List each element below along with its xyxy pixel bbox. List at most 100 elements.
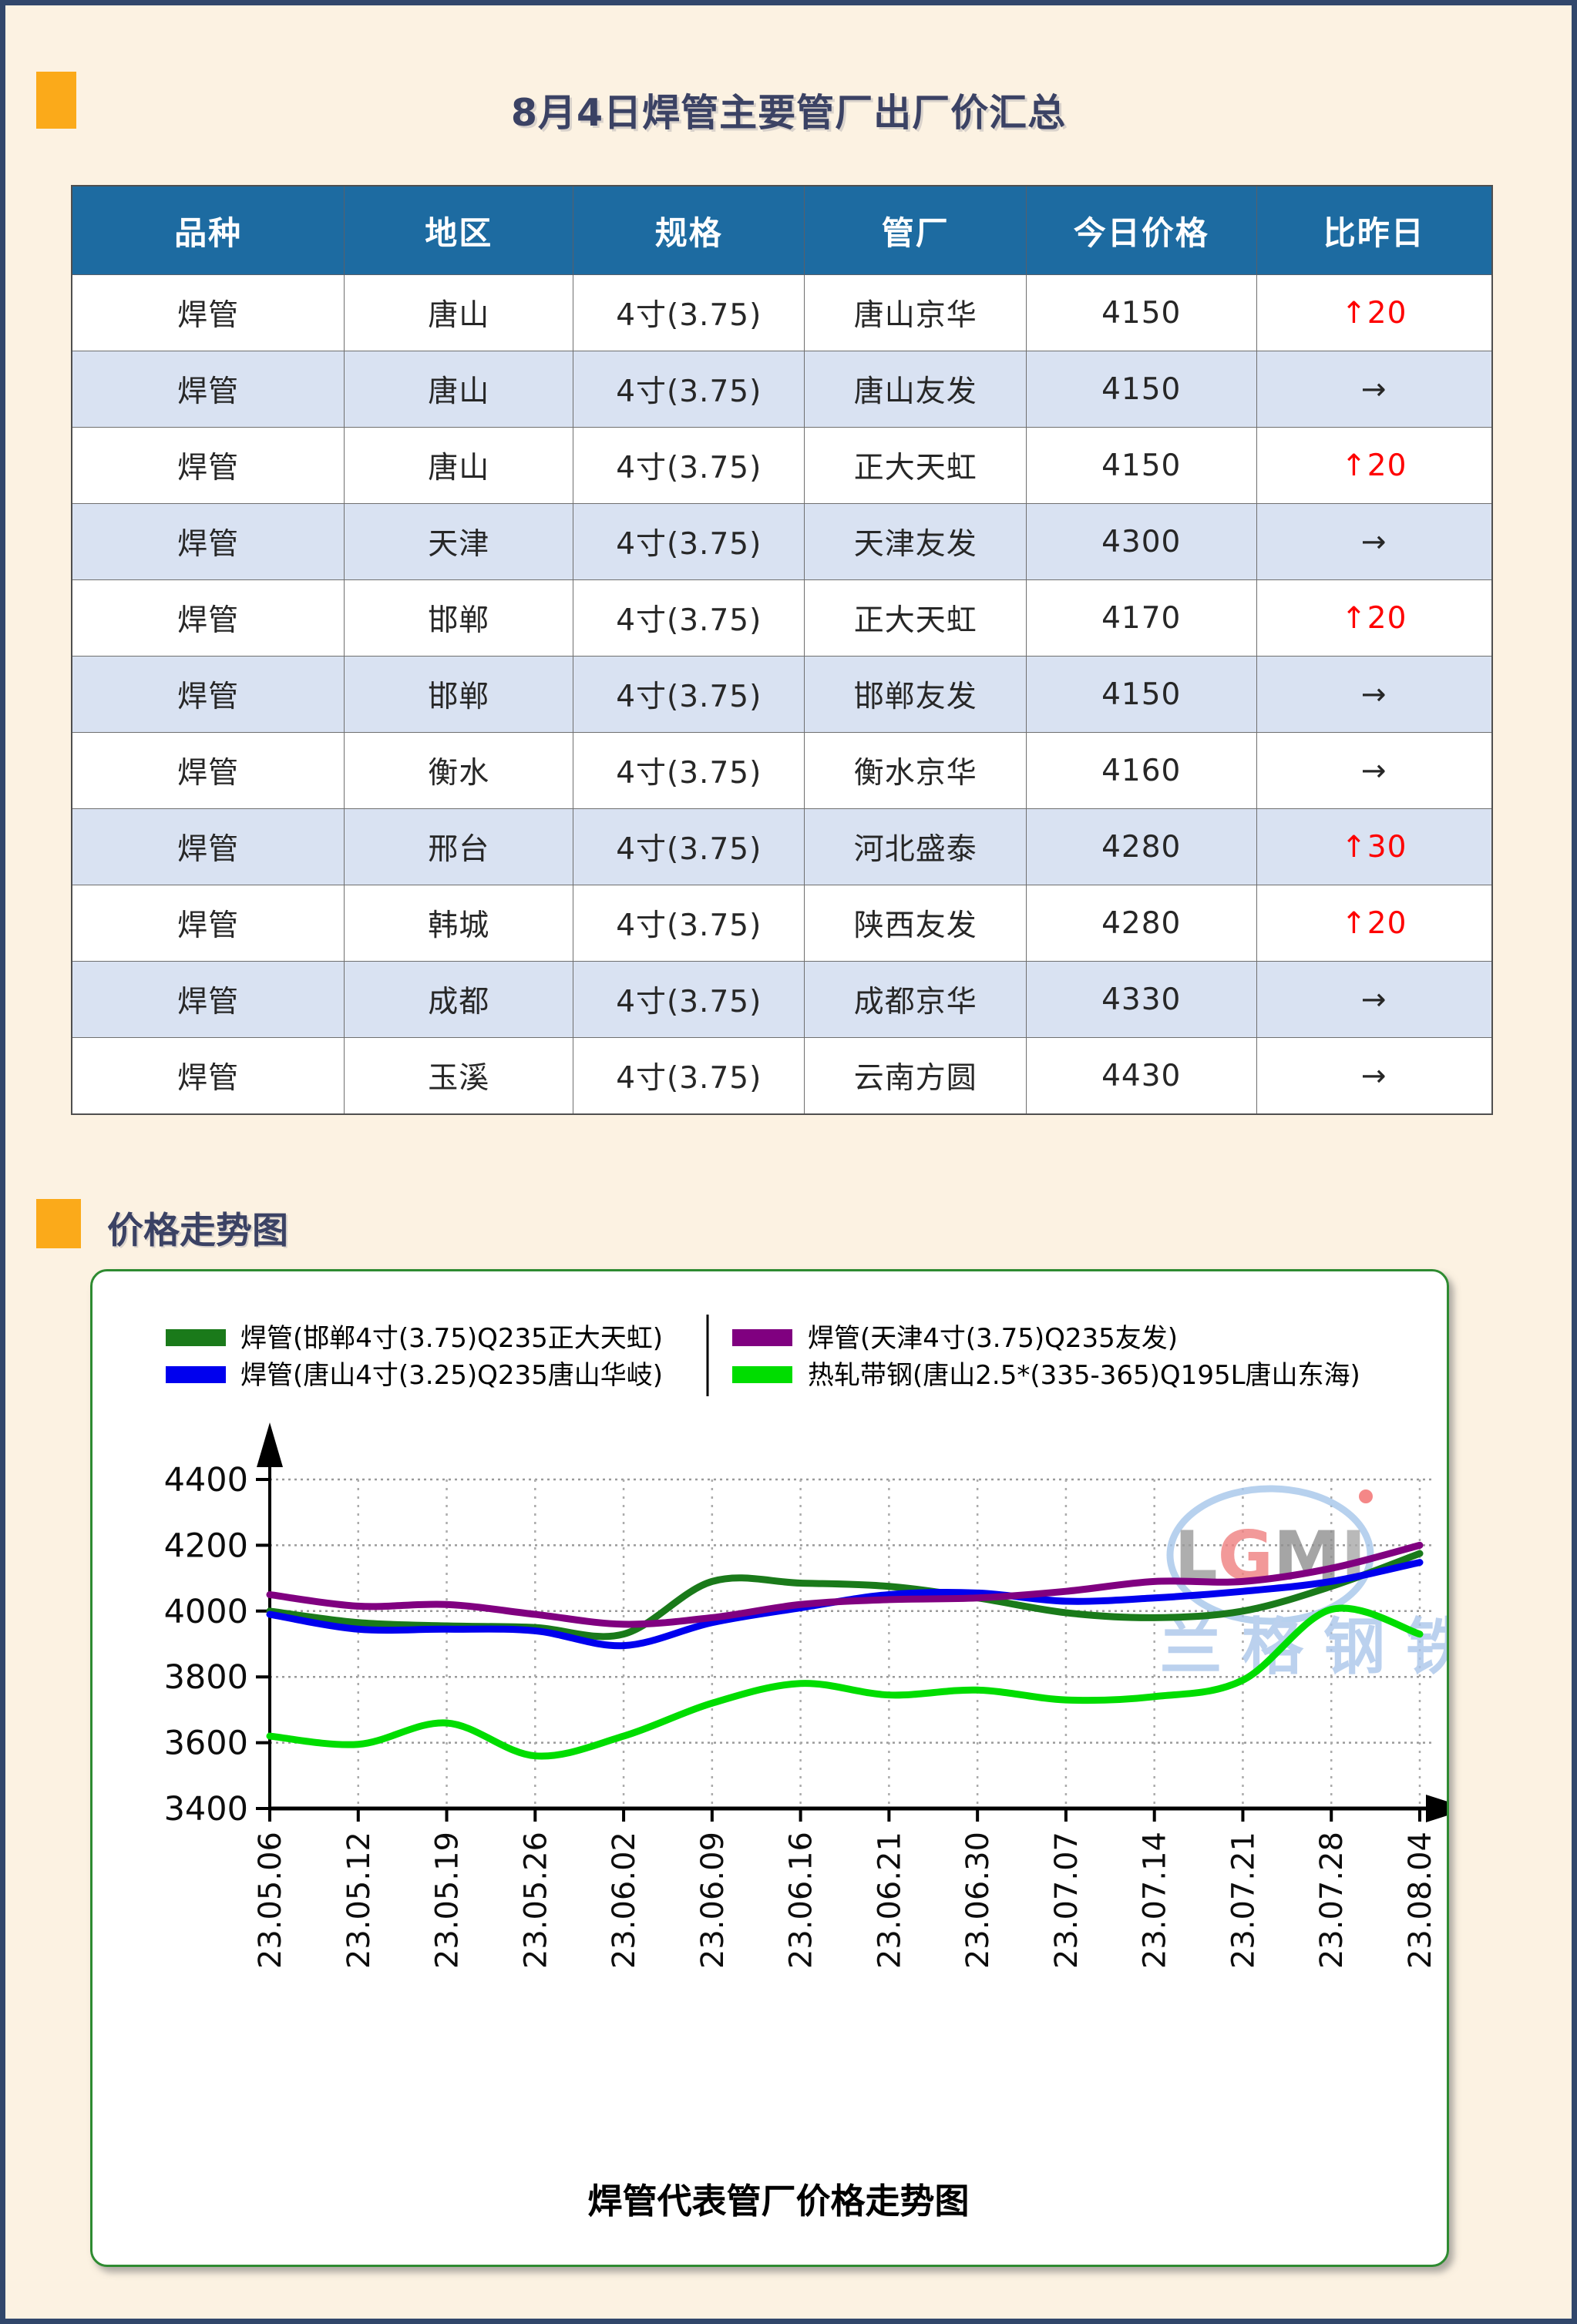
cell-factory: 正大天虹 [804,579,1027,657]
cell-change: → [1256,656,1493,733]
table-row: 焊管 成都 4寸(3.75) 成都京华 4330 → [71,961,1493,1038]
legend-label: 焊管(天津4寸(3.75)Q235友发) [808,1323,1178,1354]
header-row: 品种 地区 规格 管厂 今日价格 比昨日 [71,185,1493,275]
cell-spec: 4寸(3.75) [573,503,805,580]
cell-spec: 4寸(3.75) [573,351,805,428]
cell-price: 4280 [1025,885,1257,962]
cell-price: 4150 [1025,274,1257,351]
table-row: 焊管 邯郸 4寸(3.75) 正大天虹 4170 ↑20 [71,579,1493,657]
cell-spec: 4寸(3.75) [573,885,805,962]
cell-factory: 正大天虹 [804,427,1027,504]
trend-chart: 焊管(邯郸4寸(3.75)Q235正大天虹) 焊管(唐山4寸(3.25)Q235唐… [164,1315,1447,2222]
cell-region: 天津 [344,503,574,580]
table-row: 焊管 韩城 4寸(3.75) 陕西友发 4280 ↑20 [71,885,1493,962]
price-table-head: 品种 地区 规格 管厂 今日价格 比昨日 [71,185,1493,275]
x-tick-label: 23.05.19 [430,1832,466,1969]
chart-footer-title: 焊管代表管厂价格走势图 [587,2181,969,2222]
cell-change: ↑20 [1256,274,1493,351]
cell-region: 衡水 [344,732,574,809]
legend-swatch [732,1329,792,1346]
cell-price: 4170 [1025,579,1257,657]
x-tick-label: 23.07.28 [1314,1832,1350,1969]
cell-variety: 焊管 [71,961,345,1038]
y-tick-label: 4400 [164,1461,248,1500]
cell-spec: 4寸(3.75) [573,732,805,809]
chart-axes: 3400 3600 3800 4000 4200 4400 23.05.06 23.05.12… [164,1422,1447,1969]
col-header-region: 地区 [344,185,574,275]
x-tick-label: 23.06.30 [960,1832,996,1969]
series-line-2 [266,1541,1424,1628]
trend-chart-panel: 焊管(邯郸4寸(3.75)Q235正大天虹) 焊管(唐山4寸(3.25)Q235唐… [90,1269,1449,2267]
x-tick-label: 23.07.14 [1138,1832,1173,1969]
legend-swatch [166,1366,226,1383]
cell-price: 4150 [1025,656,1257,733]
cell-change: → [1256,732,1493,809]
trend-section-title: 价格走势图 [107,1210,288,1252]
cell-region: 唐山 [344,427,574,504]
series-line-3 [266,1604,1424,1760]
cell-price: 4150 [1025,427,1257,504]
cell-factory: 陕西友发 [804,885,1027,962]
chart-legend: 焊管(邯郸4寸(3.75)Q235正大天虹) 焊管(唐山4寸(3.25)Q235唐… [166,1315,1360,1396]
cell-price: 4330 [1025,961,1257,1038]
watermark-dot [1359,1489,1373,1503]
y-tick-label: 3800 [164,1658,248,1697]
cell-factory: 邯郸友发 [804,656,1027,733]
cell-variety: 焊管 [71,503,345,580]
cell-spec: 4寸(3.75) [573,656,805,733]
cell-region: 邯郸 [344,656,574,733]
cell-factory: 成都京华 [804,961,1027,1038]
table-row: 焊管 唐山 4寸(3.75) 唐山友发 4150 → [71,351,1493,428]
cell-factory: 衡水京华 [804,732,1027,809]
cell-factory: 天津友发 [804,503,1027,580]
cell-price: 4150 [1025,351,1257,428]
section-accent-square [36,1199,81,1248]
cell-price: 4160 [1025,732,1257,809]
legend-swatch [166,1329,226,1346]
cell-change: ↑30 [1256,808,1493,885]
table-row: 焊管 玉溪 4寸(3.75) 云南方圆 4430 → [71,1037,1493,1115]
cell-region: 唐山 [344,274,574,351]
cell-variety: 焊管 [71,808,345,885]
cell-factory: 唐山京华 [804,274,1027,351]
page-title: 8月4日焊管主要管厂出厂价汇总 [510,91,1067,135]
col-header-spec: 规格 [573,185,805,275]
y-tick-label: 3400 [164,1790,248,1829]
x-tick-label: 23.06.16 [784,1832,819,1969]
cell-change: ↑20 [1256,579,1493,657]
cell-spec: 4寸(3.75) [573,961,805,1038]
cell-change: → [1256,1037,1493,1115]
x-tick-label: 23.06.21 [872,1832,907,1969]
col-header-price: 今日价格 [1025,185,1257,275]
cell-factory: 云南方圆 [804,1037,1027,1115]
cell-spec: 4寸(3.75) [573,274,805,351]
cell-variety: 焊管 [71,579,345,657]
cell-factory: 唐山友发 [804,351,1027,428]
cell-variety: 焊管 [71,351,345,428]
table-row: 焊管 邢台 4寸(3.75) 河北盛泰 4280 ↑30 [71,808,1493,885]
cell-variety: 焊管 [71,732,345,809]
x-tick-label: 23.07.07 [1049,1832,1084,1969]
x-tick-label: 23.08.04 [1403,1832,1438,1969]
table-row: 焊管 衡水 4寸(3.75) 衡水京华 4160 → [71,732,1493,809]
cell-region: 韩城 [344,885,574,962]
cell-change: ↑20 [1256,427,1493,504]
cell-change: → [1256,351,1493,428]
x-tick-label: 23.05.12 [341,1832,377,1969]
table-row: 焊管 邯郸 4寸(3.75) 邯郸友发 4150 → [71,656,1493,733]
cell-region: 玉溪 [344,1037,574,1115]
cell-price: 4280 [1025,808,1257,885]
x-tick-label: 23.07.21 [1226,1832,1261,1969]
legend-label: 焊管(邯郸4寸(3.75)Q235正大天虹) [240,1323,663,1354]
cell-change: → [1256,961,1493,1038]
x-tick-label: 23.05.06 [253,1832,288,1969]
y-tick-label: 3600 [164,1725,248,1763]
x-tick-label: 23.06.09 [695,1832,731,1969]
legend-label: 焊管(唐山4寸(3.25)Q235唐山华岐) [240,1360,663,1391]
table-row: 焊管 唐山 4寸(3.75) 正大天虹 4150 ↑20 [71,427,1493,504]
y-tick-label: 4200 [164,1526,248,1565]
price-table-body: 焊管 唐山 4寸(3.75) 唐山京华 4150 ↑20 焊管 唐山 4寸(3.75) 唐山友发 4… [71,274,1493,1115]
cell-change: ↑20 [1256,885,1493,962]
table-row: 焊管 唐山 4寸(3.75) 唐山京华 4150 ↑20 [71,274,1493,351]
